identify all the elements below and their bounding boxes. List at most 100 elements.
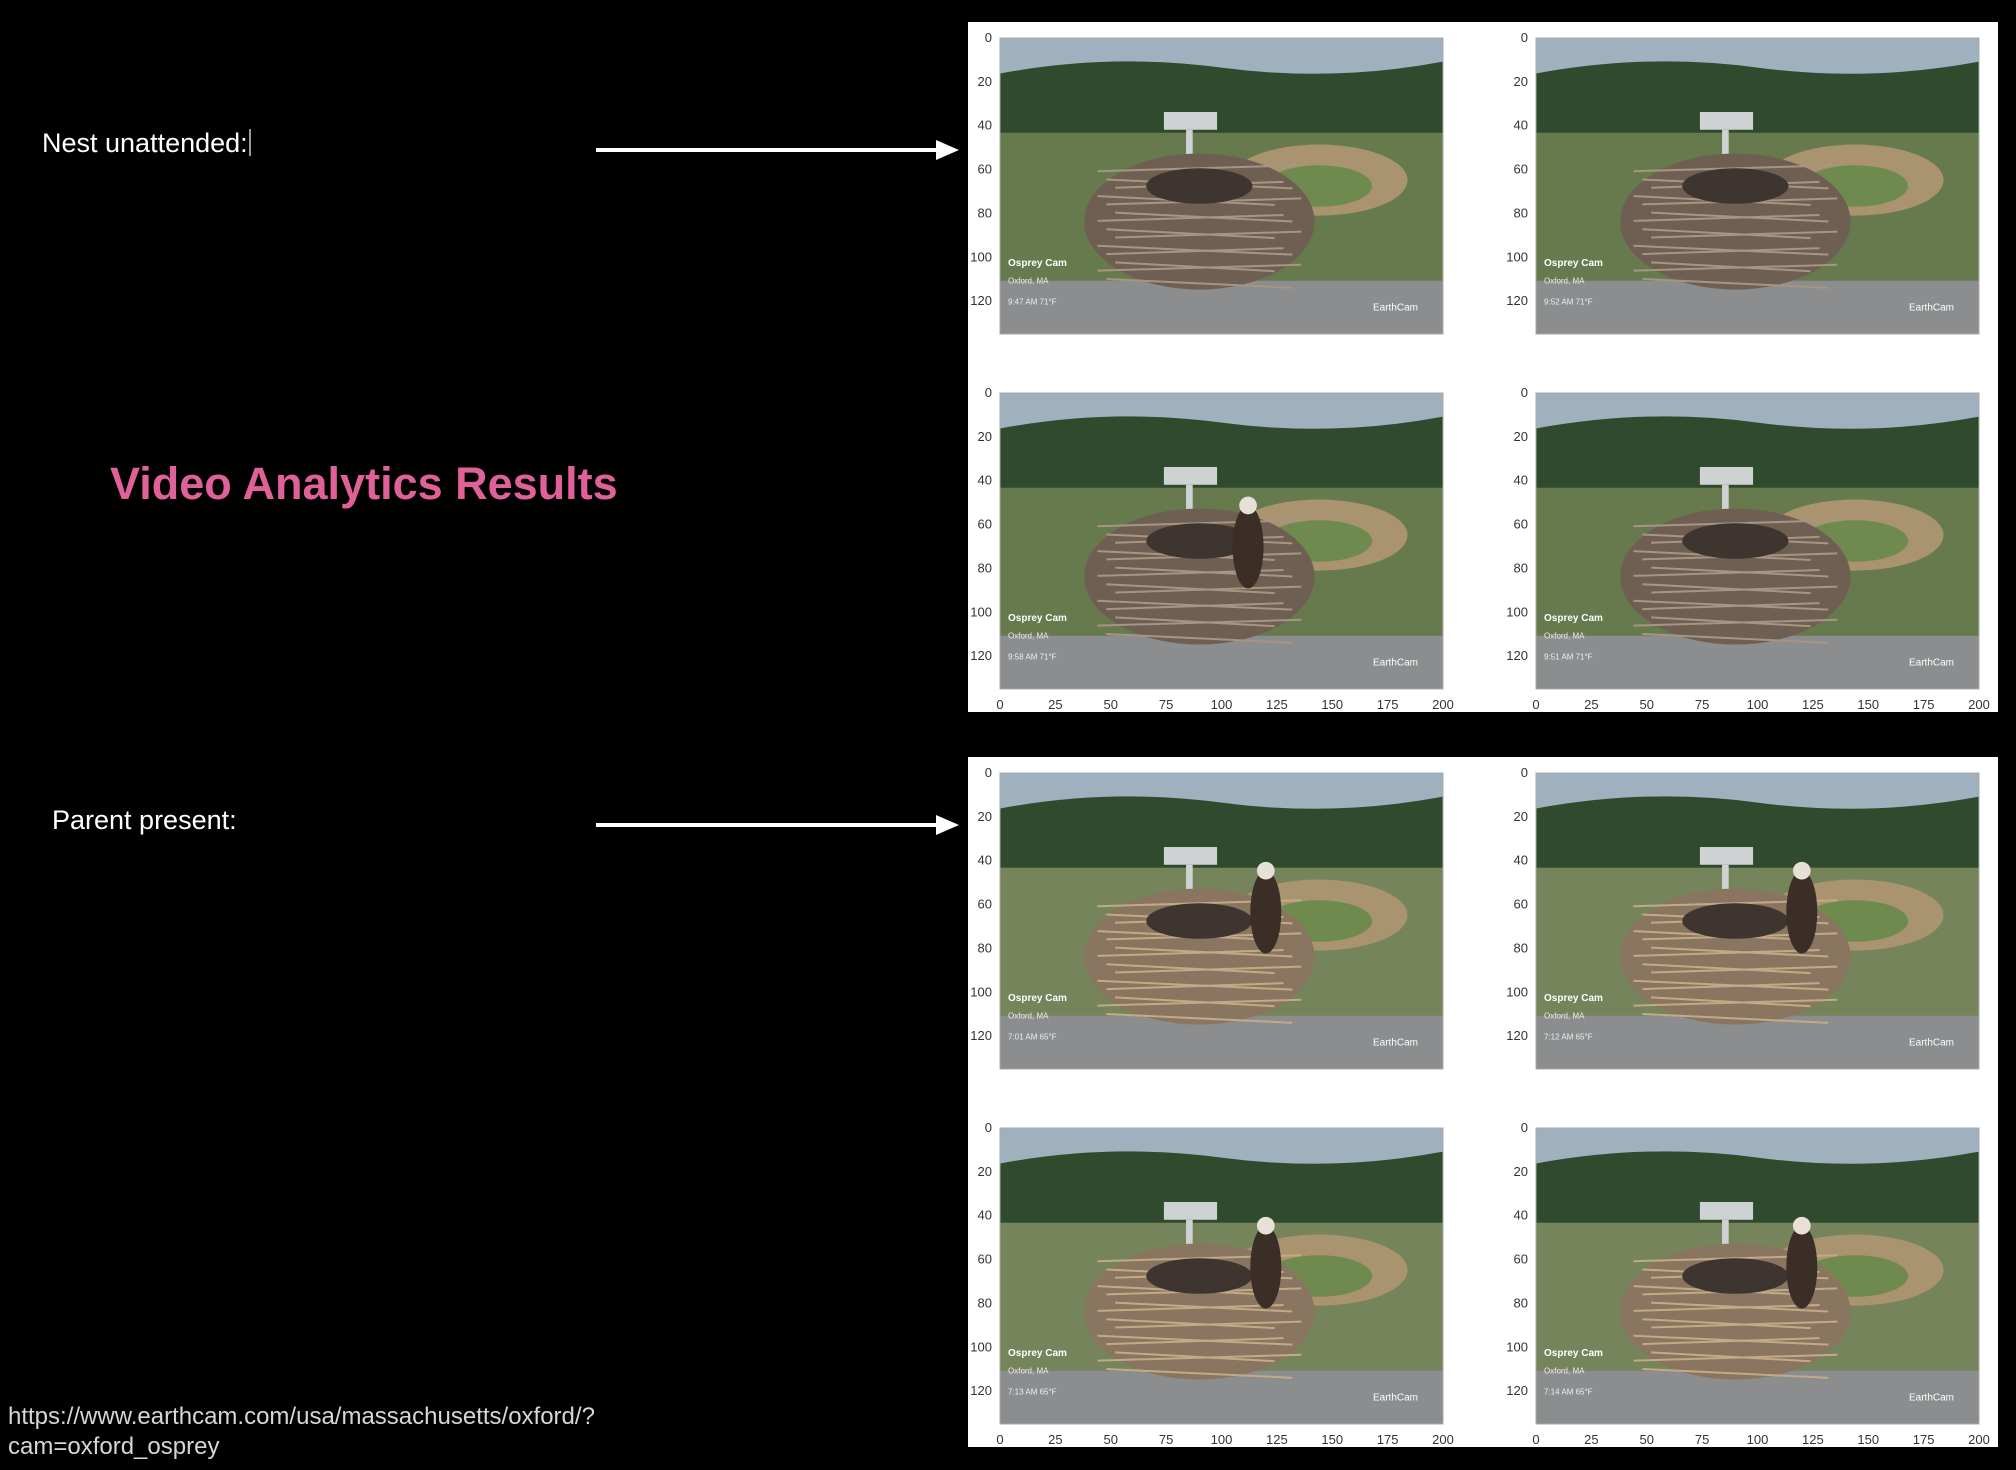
nest-chicks bbox=[1146, 523, 1253, 559]
nest-stick bbox=[1097, 263, 1302, 272]
y-tick-label: 60 bbox=[978, 162, 992, 177]
nest-stick bbox=[1106, 1012, 1293, 1024]
frames-panel-unattended: Osprey Cam Oxford, MA 9:47 AM 71°F EarthCam… bbox=[968, 22, 1998, 712]
frame-platform bbox=[1000, 635, 1443, 689]
y-tick-label: 120 bbox=[1506, 293, 1528, 308]
frame-cam-label: Osprey Cam bbox=[1544, 258, 1603, 269]
nest-stick bbox=[1642, 583, 1811, 595]
frame-treeline bbox=[1000, 61, 1443, 139]
nest-stick bbox=[1633, 949, 1820, 957]
nest-stick bbox=[1633, 998, 1838, 1007]
x-tick-label: 175 bbox=[1913, 697, 1935, 712]
osprey-body bbox=[1786, 1225, 1818, 1309]
x-tick-label: 25 bbox=[1048, 1432, 1062, 1447]
y-tick-label: 40 bbox=[1514, 853, 1528, 868]
y-tick-label: 0 bbox=[1521, 385, 1528, 400]
frame-border bbox=[1535, 37, 1980, 335]
y-tick-label: 100 bbox=[1506, 1339, 1528, 1354]
frame-platform bbox=[1536, 280, 1979, 334]
frame-platform bbox=[1536, 1370, 1979, 1424]
x-tick-label: 50 bbox=[1640, 1432, 1654, 1447]
x-tick-label: 175 bbox=[1913, 1432, 1935, 1447]
frame-cam-label: Osprey Cam bbox=[1008, 258, 1067, 269]
nest-stick bbox=[1651, 1351, 1811, 1363]
frame-watermark: EarthCam bbox=[1909, 1037, 1954, 1048]
nest-stick bbox=[1106, 228, 1275, 240]
x-tick-label: 25 bbox=[1048, 697, 1062, 712]
y-tick-label: 0 bbox=[985, 30, 992, 45]
x-tick-label: 200 bbox=[1432, 1432, 1454, 1447]
frame-location: Oxford, MA bbox=[1008, 1012, 1049, 1021]
osprey-head bbox=[1792, 861, 1811, 880]
frame-time: 9:51 AM 71°F bbox=[1544, 652, 1593, 661]
y-tick-label: 100 bbox=[970, 604, 992, 619]
x-tick-label: 175 bbox=[1377, 1432, 1399, 1447]
nest-stick bbox=[1106, 1318, 1275, 1330]
frame-platform bbox=[1536, 1015, 1979, 1069]
x-tick-label: 150 bbox=[1857, 1432, 1879, 1447]
y-tick-label: 80 bbox=[1514, 940, 1528, 955]
nest-stick bbox=[1115, 965, 1302, 974]
frame-treeline bbox=[1000, 416, 1443, 494]
nest-stick bbox=[1642, 277, 1829, 289]
x-tick-label: 25 bbox=[1584, 1432, 1598, 1447]
nest-chicks bbox=[1146, 903, 1253, 939]
right-arrow-icon bbox=[596, 815, 959, 835]
x-tick-label: 150 bbox=[1857, 697, 1879, 712]
y-tick-label: 0 bbox=[1521, 1120, 1528, 1135]
source-url[interactable]: https://www.earthcam.com/usa/massachuset… bbox=[8, 1402, 708, 1462]
x-tick-label: 100 bbox=[1211, 1432, 1233, 1447]
x-tick-label: 75 bbox=[1159, 697, 1173, 712]
frame-border bbox=[1535, 1127, 1980, 1425]
frame-treeline bbox=[1536, 61, 1979, 139]
frame-sign bbox=[1699, 847, 1754, 865]
frame-sign bbox=[1163, 112, 1218, 130]
frame-sign bbox=[1699, 467, 1754, 485]
y-tick-label: 0 bbox=[985, 1120, 992, 1135]
frame-cam-label: Osprey Cam bbox=[1544, 993, 1603, 1004]
y-tick-label: 100 bbox=[1506, 984, 1528, 999]
osprey-body bbox=[1232, 505, 1264, 589]
frames-grid-present: Osprey Cam Oxford, MA 7:01 AM 65°F EarthCam… bbox=[970, 765, 1990, 1447]
osprey-head bbox=[1256, 861, 1275, 880]
y-tick-label: 20 bbox=[1514, 809, 1528, 824]
nest-stick bbox=[1106, 1367, 1293, 1379]
x-tick-label: 100 bbox=[1747, 1432, 1769, 1447]
nest-stick bbox=[1097, 1304, 1284, 1312]
y-tick-label: 40 bbox=[978, 118, 992, 133]
y-tick-label: 80 bbox=[978, 1295, 992, 1310]
osprey-head bbox=[1792, 1216, 1811, 1235]
frame-watermark: EarthCam bbox=[1909, 302, 1954, 313]
y-tick-label: 100 bbox=[1506, 249, 1528, 264]
y-tick-label: 100 bbox=[970, 1339, 992, 1354]
frame-time: 9:47 AM 71°F bbox=[1008, 297, 1057, 306]
frame-cam-label: Osprey Cam bbox=[1008, 1348, 1067, 1359]
x-tick-label: 75 bbox=[1695, 1432, 1709, 1447]
y-tick-label: 0 bbox=[985, 765, 992, 780]
frame-cam-label: Osprey Cam bbox=[1008, 993, 1067, 1004]
camera-frame: Osprey Cam Oxford, MA 9:47 AM 71°F EarthCam bbox=[999, 37, 1444, 335]
source-url-line2: cam=oxford_osprey bbox=[8, 1433, 220, 1460]
y-tick-label: 20 bbox=[978, 809, 992, 824]
frame-watermark: EarthCam bbox=[1909, 657, 1954, 668]
nest-stick bbox=[1642, 1318, 1811, 1330]
nest-chicks bbox=[1682, 523, 1789, 559]
nest-stick bbox=[1642, 247, 1820, 256]
frame-post bbox=[1186, 129, 1193, 166]
nest-stick bbox=[1651, 585, 1838, 594]
frame-treeline bbox=[1000, 796, 1443, 874]
frame-border bbox=[999, 772, 1444, 1070]
y-tick-label: 20 bbox=[978, 1164, 992, 1179]
nest-chicks bbox=[1682, 168, 1789, 204]
nest-stick bbox=[1115, 585, 1302, 594]
osprey-body bbox=[1250, 1225, 1282, 1309]
y-tick-label: 120 bbox=[970, 648, 992, 663]
nest-stick bbox=[1642, 632, 1829, 644]
nest-stick bbox=[1642, 963, 1811, 975]
nest-stick bbox=[1106, 632, 1293, 644]
x-tick-label: 50 bbox=[1640, 697, 1654, 712]
nest-stick bbox=[1106, 963, 1275, 975]
frame-post bbox=[1722, 864, 1729, 901]
y-tick-label: 60 bbox=[978, 517, 992, 532]
nest-stick bbox=[1097, 618, 1302, 627]
